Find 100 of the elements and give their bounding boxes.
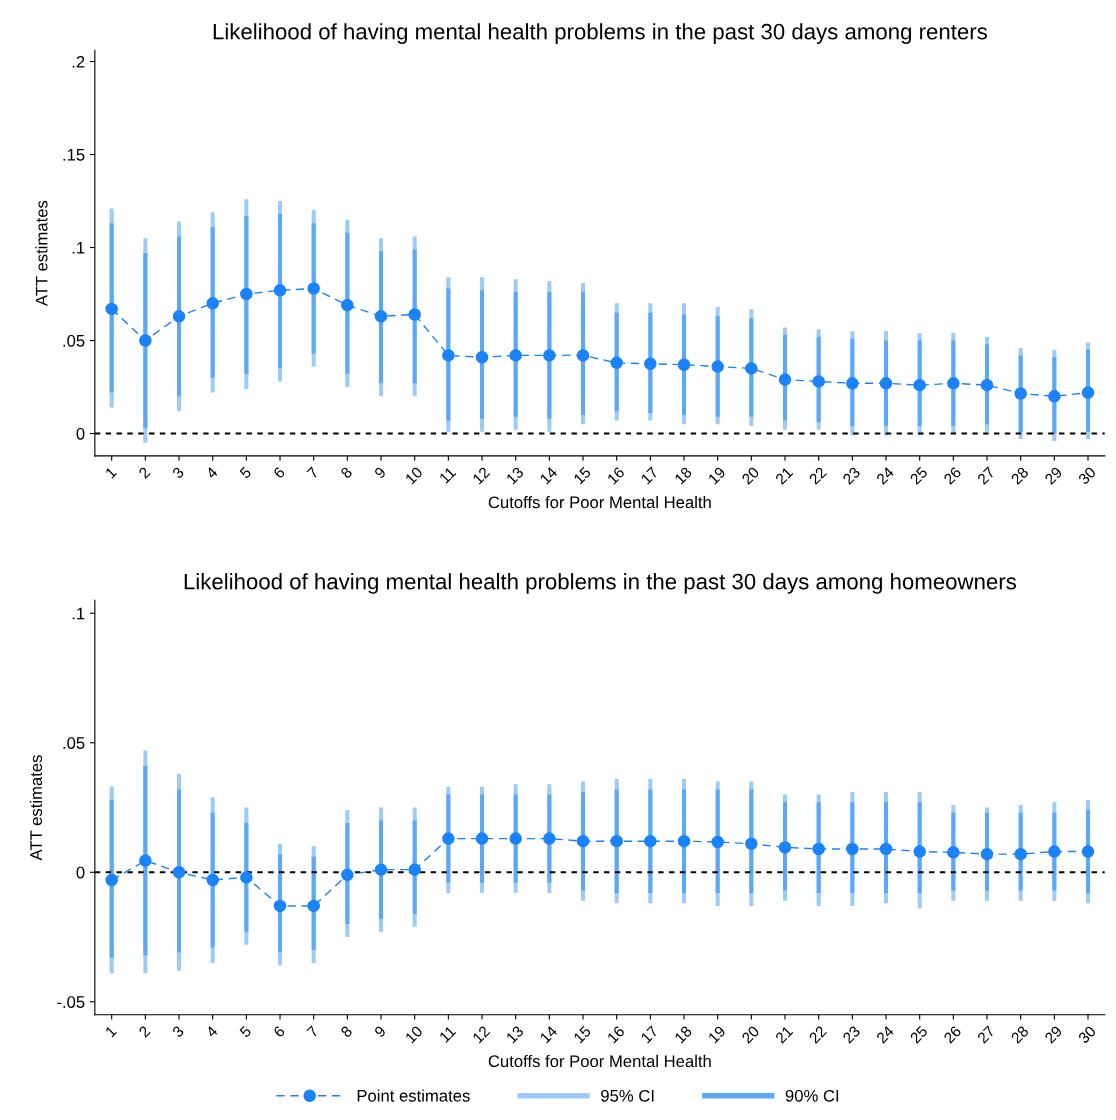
x-tick-label: 30	[1077, 1025, 1097, 1044]
x-tick-label: 23	[842, 1025, 861, 1044]
x-tick-label: 13	[505, 466, 525, 485]
point	[341, 298, 354, 312]
bar	[513, 292, 518, 417]
x-tick-label: 7	[306, 1025, 319, 1038]
x-tick-label: 4	[205, 1025, 219, 1039]
point	[778, 841, 792, 854]
x-tick-label: 26	[943, 466, 962, 485]
bar	[345, 232, 350, 375]
point	[980, 378, 994, 392]
point	[1048, 845, 1061, 858]
bar	[210, 227, 215, 378]
point	[240, 871, 253, 884]
chart-title: Likelihood of having mental health problems in the past 30 days among renters	[213, 23, 987, 44]
x-tick-label: 26	[943, 1025, 962, 1044]
x-tick-label: 4	[205, 466, 219, 480]
x-tick-label: 27	[976, 1025, 996, 1044]
legend-label: 90% CI	[785, 1089, 839, 1102]
x-tick-label: 17	[640, 1025, 659, 1044]
x-tick-label: 8	[340, 466, 353, 480]
point	[172, 866, 186, 879]
point	[442, 832, 455, 845]
point	[745, 362, 758, 375]
point	[509, 349, 522, 362]
point	[475, 832, 489, 845]
x-axis-title: Cutoffs for Poor Mental Health	[488, 495, 711, 509]
point	[509, 832, 522, 845]
point	[307, 899, 320, 913]
point	[846, 377, 859, 390]
y-tick-label: -.05	[57, 996, 85, 1008]
bar	[412, 249, 417, 384]
point	[475, 351, 489, 364]
x-tick-label: 10	[404, 1025, 424, 1044]
x-tick-label: 17	[640, 466, 659, 485]
x-tick-label: 14	[539, 1025, 558, 1044]
point	[644, 834, 657, 848]
point	[307, 282, 320, 295]
point	[980, 847, 994, 861]
x-tick-label: 12	[472, 466, 491, 485]
legend-label: Point estimates	[357, 1089, 470, 1102]
point	[374, 310, 388, 323]
x-tick-label: 8	[340, 1025, 353, 1038]
point	[408, 308, 421, 321]
x-tick-label: 18	[674, 466, 693, 485]
x-tick-label: 19	[707, 466, 727, 485]
x-tick-label: 11	[438, 466, 457, 484]
point	[1081, 386, 1095, 399]
x-tick-label: 1	[104, 466, 117, 479]
point	[240, 287, 253, 301]
chart-title: Likelihood of having mental health problems in the past 30 days among homeowners	[184, 573, 1016, 594]
bar	[143, 766, 148, 956]
bar	[480, 290, 485, 419]
bar	[177, 789, 182, 953]
x-tick-label: 29	[1044, 1025, 1063, 1044]
x-tick-label: 22	[808, 1025, 827, 1044]
point	[576, 349, 590, 362]
y-tick-label: .15	[63, 149, 85, 161]
x-tick-label: 7	[306, 466, 319, 479]
point	[1081, 845, 1095, 858]
y-axis-title: ATT estimates	[35, 200, 48, 307]
x-tick-label: 20	[741, 466, 760, 485]
x-tick-label: 29	[1044, 466, 1063, 485]
point	[1048, 390, 1061, 403]
x-tick-label: 2	[138, 1025, 151, 1038]
x-tick-label: 2	[138, 466, 151, 479]
point	[139, 854, 152, 867]
y-tick-label: .1	[72, 607, 85, 620]
point	[273, 284, 287, 297]
point	[341, 868, 354, 882]
y-tick-label: .1	[72, 242, 85, 254]
x-tick-label: 5	[239, 466, 252, 480]
x-tick-label: 21	[774, 1025, 794, 1044]
x-tick-label: 25	[909, 466, 929, 485]
x-tick-label: 24	[875, 466, 895, 485]
point	[610, 356, 623, 370]
point	[879, 377, 893, 390]
y-tick-label: .05	[63, 737, 85, 749]
x-tick-label: 11	[438, 1025, 457, 1043]
x-tick-label: 5	[239, 1025, 252, 1038]
x-tick-label: 14	[539, 466, 558, 485]
x-tick-label: 10	[404, 466, 424, 485]
y-tick-label: 0	[76, 427, 85, 440]
x-tick-label: 27	[976, 466, 996, 485]
x-tick-label: 22	[808, 466, 827, 485]
x-tick-label: 3	[171, 466, 185, 480]
bar	[177, 236, 182, 397]
x-axis-title: Cutoffs for Poor Mental Health	[488, 1054, 711, 1068]
x-tick-label: 28	[1010, 466, 1030, 485]
x-tick-label: 9	[373, 466, 387, 479]
point	[576, 834, 590, 848]
point	[374, 863, 388, 876]
point	[206, 873, 219, 887]
x-tick-label: 6	[272, 1025, 286, 1038]
point	[543, 832, 556, 845]
y-axis-title: ATT estimates	[29, 755, 43, 861]
x-tick-label: 23	[842, 466, 861, 485]
x-tick-label: 24	[875, 1025, 895, 1044]
x-tick-label: 15	[573, 466, 592, 485]
x-tick-label: 1	[104, 1025, 117, 1038]
